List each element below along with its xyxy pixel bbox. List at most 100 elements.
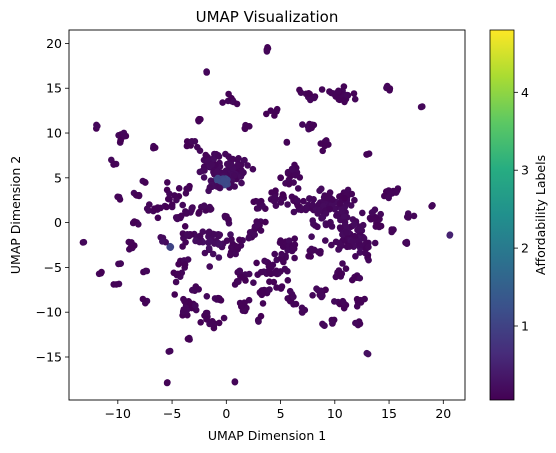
data-point — [290, 208, 298, 216]
data-point — [117, 137, 124, 144]
data-point — [359, 209, 366, 217]
data-point — [271, 250, 279, 258]
data-point — [188, 138, 196, 145]
data-point — [267, 107, 275, 114]
x-tick-label: 15 — [381, 406, 397, 421]
data-point — [259, 202, 266, 209]
data-point — [349, 276, 356, 284]
data-point — [301, 306, 309, 314]
data-point — [184, 256, 192, 263]
data-point — [175, 185, 183, 192]
data-point — [210, 156, 217, 163]
data-point — [197, 319, 204, 326]
colorbar-label: Affordability Labels — [533, 155, 548, 275]
data-point — [352, 252, 359, 260]
data-point — [240, 169, 247, 176]
data-point — [294, 202, 302, 209]
data-point — [172, 214, 180, 221]
data-point — [241, 156, 248, 164]
data-point — [205, 229, 212, 236]
data-point — [265, 268, 273, 276]
data-point — [340, 304, 348, 312]
data-point — [255, 318, 262, 325]
data-point — [429, 202, 436, 209]
data-point — [284, 277, 292, 284]
data-point — [234, 244, 241, 252]
data-point — [233, 100, 241, 108]
data-point — [196, 208, 203, 216]
data-point — [354, 226, 362, 234]
data-point — [180, 306, 187, 313]
data-point — [321, 142, 329, 150]
y-tick-label: 0 — [54, 215, 62, 230]
data-point — [231, 378, 239, 385]
data-point — [289, 165, 296, 173]
data-point — [385, 194, 393, 202]
data-point — [249, 165, 257, 173]
data-point — [365, 243, 372, 251]
data-point — [245, 234, 252, 242]
x-axis: −10 −5 0 5 10 15 20 — [105, 400, 451, 421]
data-point — [259, 289, 267, 297]
data-point — [206, 263, 213, 270]
data-point — [238, 179, 245, 187]
data-point — [216, 240, 223, 248]
data-point — [305, 90, 313, 97]
data-point — [166, 190, 173, 198]
data-point — [110, 281, 117, 288]
colorbar-tick-label: 1 — [521, 319, 529, 334]
data-point — [235, 278, 242, 286]
data-point — [333, 212, 340, 219]
data-point — [290, 301, 297, 308]
data-point — [231, 172, 238, 179]
data-point — [294, 185, 302, 192]
data-point — [250, 279, 257, 287]
data-point — [259, 300, 267, 307]
data-point — [265, 263, 273, 270]
data-point — [278, 250, 285, 258]
data-point — [180, 295, 187, 303]
data-point — [318, 293, 325, 301]
data-point — [110, 160, 118, 168]
data-point — [330, 90, 337, 97]
y-axis: −15 −10 −5 0 5 10 15 20 — [36, 36, 69, 364]
data-point — [351, 221, 358, 228]
data-point — [261, 257, 268, 265]
colorbar-tick-label: 2 — [521, 241, 529, 256]
data-point — [179, 201, 186, 209]
data-point — [371, 239, 379, 247]
data-point — [200, 174, 208, 181]
data-point — [288, 193, 296, 201]
data-point — [305, 252, 312, 260]
data-point — [205, 244, 213, 252]
data-point — [142, 267, 149, 275]
data-point — [299, 121, 306, 128]
data-point — [196, 168, 204, 176]
data-point — [200, 202, 208, 209]
data-point — [341, 98, 348, 106]
x-tick-label: −5 — [163, 406, 181, 421]
data-point — [325, 220, 332, 228]
data-point — [352, 319, 359, 327]
data-point — [250, 198, 257, 206]
data-point — [181, 223, 189, 230]
data-point — [257, 312, 265, 320]
data-point — [117, 260, 124, 267]
data-point — [254, 271, 261, 279]
x-tick-label: 5 — [277, 406, 285, 421]
data-point — [154, 214, 162, 222]
data-point — [142, 179, 149, 186]
data-point — [171, 291, 178, 298]
data-point — [208, 318, 216, 325]
data-point — [296, 86, 303, 94]
data-point — [151, 205, 158, 212]
plot-frame — [68, 29, 466, 401]
y-tick-label: 15 — [46, 81, 62, 96]
data-point — [357, 241, 365, 249]
data-point — [159, 238, 166, 245]
data-point — [309, 247, 316, 254]
data-point — [361, 249, 369, 257]
data-point — [225, 216, 232, 223]
data-point — [336, 200, 344, 207]
data-point — [319, 147, 327, 155]
